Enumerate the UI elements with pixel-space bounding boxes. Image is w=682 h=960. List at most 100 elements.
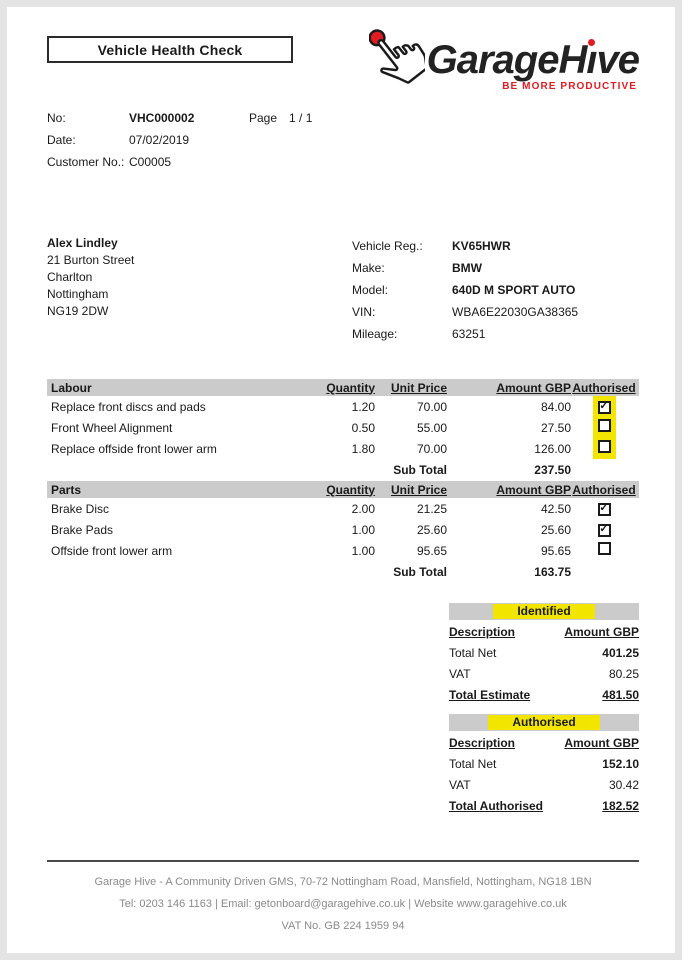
parts-table: Parts Quantity Unit Price Amount GBP Aut… <box>47 481 639 583</box>
line-quantity: 2.00 <box>351 501 375 516</box>
footer-vat-line: VAT No. GB 224 1959 94 <box>281 920 405 932</box>
labour-subtotal-value: 237.50 <box>534 463 571 477</box>
summary-row: Total Net 401.25 <box>449 646 639 660</box>
customer-name: Alex Lindley <box>47 236 118 250</box>
vehicle-row: Make: BMW <box>352 257 639 279</box>
authorised-checkbox[interactable] <box>597 542 611 555</box>
labour-subtotal-row: Sub Total 237.50 <box>47 459 639 481</box>
customer-no-label: Customer No.: <box>47 155 125 169</box>
summary-column-headers: Description Amount GBP <box>449 736 639 750</box>
authorised-summary-box: Authorised Description Amount GBP Total … <box>449 714 639 813</box>
authorised-checkbox[interactable] <box>597 440 611 453</box>
summary-row: VAT 30.42 <box>449 778 639 792</box>
customer-number: C00005 <box>129 155 172 169</box>
authorised-checkbox[interactable] <box>597 400 611 414</box>
unit-price-header: Unit Price <box>390 482 447 497</box>
line-amount: 42.50 <box>540 501 571 516</box>
vat-value: 30.42 <box>608 778 639 792</box>
line-unit-price: 21.25 <box>416 501 447 516</box>
labour-table: Labour Quantity Unit Price Amount GBP Au… <box>47 379 639 481</box>
summary-row: VAT 80.25 <box>449 667 639 681</box>
line-description: Offside front lower arm <box>51 543 173 558</box>
amount-header: Amount GBP <box>564 736 639 750</box>
summary-row: Total Net 152.10 <box>449 757 639 771</box>
address-line: Nottingham <box>47 287 109 301</box>
authorised-summary-header: Authorised <box>449 714 639 731</box>
brand-tagline: BE MORE PRODUCTIVE <box>502 81 637 92</box>
labour-row: Replace offside front lower arm 1.80 70.… <box>47 438 639 459</box>
vat-value: 80.25 <box>608 667 639 681</box>
amount-header: Amount GBP <box>496 380 571 395</box>
authorised-header: Authorised <box>572 380 636 395</box>
description-header: Description <box>449 625 516 639</box>
line-description: Brake Disc <box>51 501 110 516</box>
mileage-label: Mileage: <box>352 327 398 341</box>
document-title: Vehicle Health Check <box>47 36 293 63</box>
logo: GarageHıve BE MORE PRODUCTIVE <box>368 24 640 92</box>
footer-contact-line: Tel: 0203 146 1163 | Email: getonboard@g… <box>119 898 567 910</box>
info-section: Alex Lindley 21 Burton Street Charlton N… <box>47 235 639 345</box>
mileage-value: 63251 <box>452 327 486 341</box>
summary-total-row: Total Estimate 481.50 <box>449 688 639 702</box>
no-label: No: <box>47 111 66 125</box>
total-authorised-label: Total Authorised <box>449 799 543 813</box>
line-amount: 25.60 <box>540 522 571 537</box>
parts-table-header: Parts Quantity Unit Price Amount GBP Aut… <box>47 481 639 498</box>
date-label: Date: <box>47 133 76 147</box>
total-net-label: Total Net <box>449 757 497 771</box>
brand-wordmark: GarageHıve <box>426 38 640 82</box>
line-description: Replace front discs and pads <box>51 399 206 414</box>
labour-table-header: Labour Quantity Unit Price Amount GBP Au… <box>47 379 639 396</box>
subtotal-label: Sub Total <box>393 565 447 579</box>
vin-value: WBA6E22030GA38365 <box>452 305 579 319</box>
authorised-title: Authorised <box>488 715 600 730</box>
vat-label: VAT <box>449 778 471 792</box>
vin-label: VIN: <box>352 305 376 319</box>
line-description: Brake Pads <box>51 522 114 537</box>
document-date: 07/02/2019 <box>129 133 190 147</box>
total-net-value: 401.25 <box>602 646 639 660</box>
meta-row-customer: Customer No.: C00005 <box>47 151 639 173</box>
summary-column-headers: Description Amount GBP <box>449 625 639 639</box>
total-estimate-value: 481.50 <box>602 688 639 702</box>
line-unit-price: 70.00 <box>416 441 447 456</box>
subtotal-label: Sub Total <box>393 463 447 477</box>
parts-row: Brake Pads 1.00 25.60 25.60 <box>47 519 639 540</box>
vehicle-reg-value: KV65HWR <box>452 239 511 253</box>
address-line: Charlton <box>47 270 93 284</box>
meta-row-date: Date: 07/02/2019 <box>47 129 639 151</box>
authorised-checkbox[interactable] <box>597 502 611 516</box>
make-value: BMW <box>452 261 482 275</box>
footer: Garage Hive - A Community Driven GMS, 70… <box>47 860 639 937</box>
header: Vehicle Health Check GarageHıve BE MORE … <box>47 29 640 92</box>
hand-click-icon <box>368 29 425 84</box>
document-page: Vehicle Health Check GarageHıve BE MORE … <box>7 7 675 953</box>
vehicle-reg-label: Vehicle Reg.: <box>352 239 423 253</box>
authorised-checkbox[interactable] <box>597 523 611 537</box>
amount-header: Amount GBP <box>496 482 571 497</box>
summary-total-row: Total Authorised 182.52 <box>449 799 639 813</box>
parts-subtotal-row: Sub Total 163.75 <box>47 561 639 583</box>
line-unit-price: 25.60 <box>416 522 447 537</box>
summary-section: Identified Description Amount GBP Total … <box>449 603 639 813</box>
vat-label: VAT <box>449 667 471 681</box>
total-estimate-label: Total Estimate <box>449 688 531 702</box>
parts-subtotal-value: 163.75 <box>534 565 571 579</box>
make-label: Make: <box>352 261 385 275</box>
line-amount: 126.00 <box>534 441 571 456</box>
labour-row: Front Wheel Alignment 0.50 55.00 27.50 <box>47 417 639 438</box>
line-amount: 95.65 <box>540 543 571 558</box>
description-header: Description <box>449 736 516 750</box>
vehicle-row: Model: 640D M SPORT AUTO <box>352 279 639 301</box>
line-amount: 84.00 <box>540 399 571 414</box>
customer-address-block: Alex Lindley 21 Burton Street Charlton N… <box>47 235 352 345</box>
footer-address-line: Garage Hive - A Community Driven GMS, 70… <box>94 876 592 888</box>
document-meta: No: VHC000002 Page 1 / 1 Date: 07/02/201… <box>47 107 639 173</box>
line-quantity: 1.00 <box>351 543 375 558</box>
line-description: Replace offside front lower arm <box>51 441 217 456</box>
parts-row: Brake Disc 2.00 21.25 42.50 <box>47 498 639 519</box>
line-quantity: 0.50 <box>351 420 375 435</box>
line-quantity: 1.80 <box>351 441 375 456</box>
authorised-checkbox[interactable] <box>597 419 611 432</box>
line-unit-price: 55.00 <box>416 420 447 435</box>
